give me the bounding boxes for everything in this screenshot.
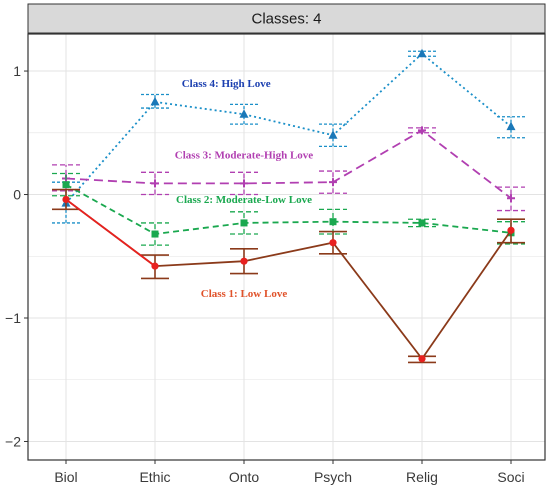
data-point [151,262,159,270]
class-annotation: Class 3: Moderate-High Love [175,150,314,162]
data-point [240,219,248,227]
panel-border [27,33,546,461]
x-tick-label: Onto [229,469,260,485]
y-tick-label: 1 [13,63,21,79]
annotation-layer: Class 4: High Love Class 3: Moderate-High… [175,78,314,300]
data-point [151,179,159,188]
data-point [417,48,427,58]
data-point [62,195,70,204]
class-annotation: Class 4: High Love [182,78,271,90]
data-point [418,126,426,135]
x-tick-label: Soci [497,469,524,485]
data-point [506,121,516,131]
data-point [329,239,337,247]
data-point [62,181,70,189]
plot-panel: Class 4: High Love Class 3: Moderate-High… [27,33,546,461]
data-point [418,219,426,227]
x-tick-label: Ethic [139,469,170,485]
axes: Biol Ethic Onto Psych Relig Soci −2 −1 0 1 [5,63,525,485]
facet-strip: Classes: 4 [27,3,546,34]
facet-strip-background [27,3,546,34]
x-tick-label: Relig [406,469,438,485]
series-line [65,129,512,199]
y-tick-label: −1 [5,310,21,326]
series-line [65,183,512,235]
panel-background [28,34,545,460]
data-point [329,178,337,187]
series-1 [52,188,525,364]
series-line [65,52,512,204]
data-point [507,194,515,203]
series-layer [52,48,525,364]
class-annotation: Class 2: Moderate-Low Love [176,194,312,206]
data-point [151,230,159,238]
data-point [507,226,515,234]
data-point [240,257,248,265]
class-annotation: Class 1: Low Love [201,288,288,300]
data-point [328,130,338,139]
data-point [418,355,426,363]
series-line-segment [65,198,156,267]
x-tick-label: Biol [54,469,77,485]
data-point [240,179,248,188]
x-tick-label: Psych [314,469,352,485]
facet-title: Classes: 4 [251,11,321,28]
series-2 [52,172,525,246]
data-point [150,96,160,106]
data-point [239,109,249,118]
y-tick-label: −2 [5,433,21,449]
y-tick-label: 0 [13,187,21,203]
data-point [329,218,337,226]
